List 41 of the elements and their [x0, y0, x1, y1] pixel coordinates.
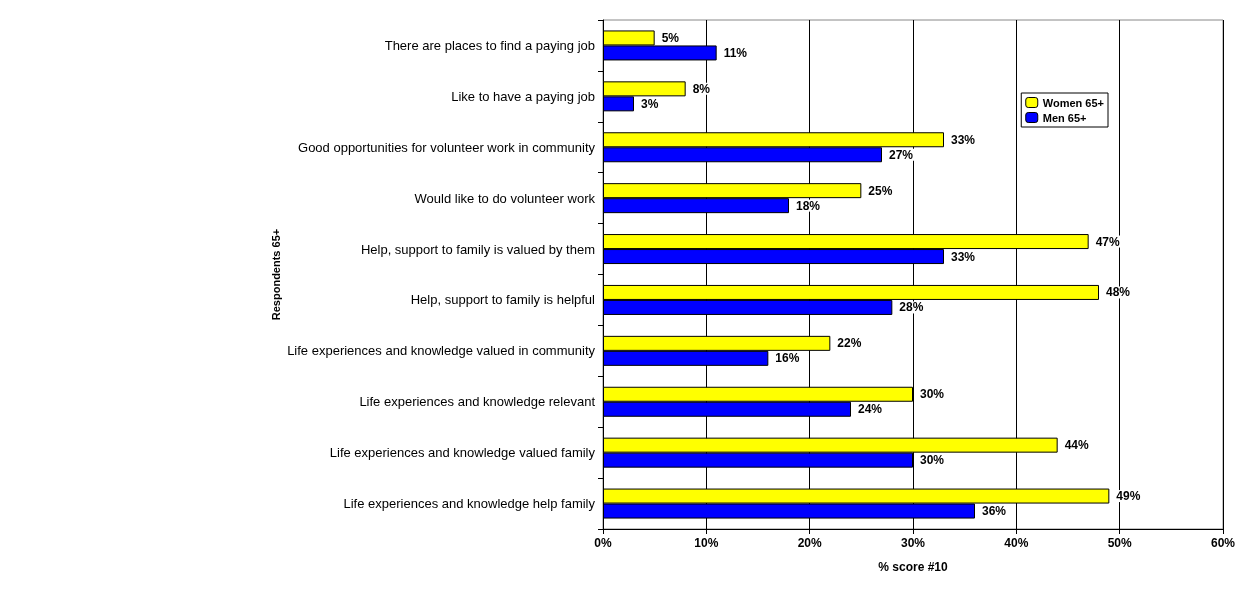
- data-label: 27%: [889, 147, 914, 162]
- y-tick-label: Like to have a paying job: [451, 88, 595, 104]
- data-label: 44%: [1064, 438, 1090, 453]
- data-label: 49%: [1116, 489, 1141, 504]
- legend-label: Women 65+: [1042, 96, 1105, 109]
- x-tick-label: 0%: [594, 536, 612, 550]
- x-tick-label: 60%: [1210, 536, 1236, 550]
- data-label: 3%: [641, 96, 659, 111]
- y-tick-label: Help, support to family is helpful: [410, 292, 596, 308]
- y-axis-title: Respondents 65+: [269, 228, 282, 321]
- y-tick-label: Would like to do volunteer work: [414, 190, 596, 206]
- data-label: 30%: [920, 453, 945, 468]
- data-label: 5%: [661, 30, 680, 45]
- x-tick-label: 10%: [694, 536, 719, 550]
- y-tick-label: Help, support to family is valued by them: [360, 241, 595, 257]
- x-tick-label: 50%: [1107, 536, 1132, 550]
- data-label: 47%: [1095, 234, 1121, 249]
- data-label: 33%: [951, 249, 976, 264]
- y-tick-label: Life experiences and knowledge valued family: [329, 445, 596, 461]
- x-tick-label: 20%: [797, 536, 822, 550]
- legend-label: Men 65+: [1042, 111, 1087, 124]
- y-tick-label: Life experiences and knowledge help family: [343, 496, 596, 512]
- y-tick-label: Good opportunities for volunteer work in community: [298, 139, 596, 155]
- y-tick-label: Life experiences and knowledge valued in community: [287, 343, 596, 359]
- data-label: 18%: [796, 198, 821, 213]
- data-label: 16%: [775, 351, 800, 366]
- data-label: 25%: [868, 183, 893, 198]
- data-label: 22%: [837, 336, 862, 351]
- data-label: 36%: [982, 504, 1007, 519]
- y-tick-label: There are places to find a paying job: [384, 37, 595, 53]
- data-label: 48%: [1106, 285, 1131, 300]
- x-tick-label: 30%: [900, 536, 926, 550]
- data-label: 24%: [858, 402, 883, 417]
- data-label: 30%: [920, 387, 945, 402]
- x-axis-title: % score #10: [878, 560, 949, 574]
- data-label: 28%: [899, 300, 924, 315]
- data-label: 11%: [723, 45, 748, 60]
- y-tick-label: Life experiences and knowledge relevant: [359, 394, 596, 410]
- data-label: 33%: [951, 132, 976, 147]
- x-tick-label: 40%: [1004, 536, 1029, 550]
- data-label: 8%: [692, 81, 711, 96]
